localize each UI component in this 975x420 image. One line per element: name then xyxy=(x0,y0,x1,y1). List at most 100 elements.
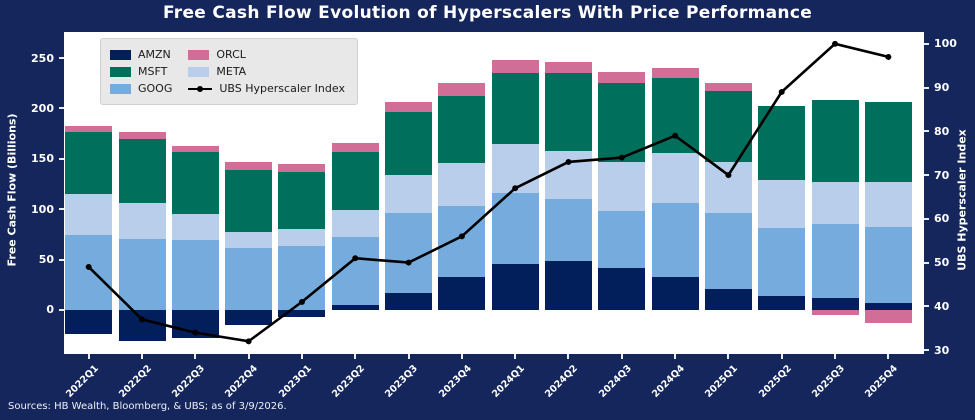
bar-segment-amzn-2024Q1 xyxy=(491,263,539,310)
tick-mark xyxy=(834,354,837,359)
bar-segment-amzn-2022Q2 xyxy=(118,309,166,342)
bar-segment-amzn-2024Q3 xyxy=(598,267,646,310)
x-axis-tick-2025Q2: 2025Q2 xyxy=(756,363,794,400)
x-axis-tick-2024Q3: 2024Q3 xyxy=(596,363,634,400)
tick-mark xyxy=(567,354,570,359)
x-axis-tick-2024Q1: 2024Q1 xyxy=(490,363,527,400)
bar-segment-msft-2025Q1 xyxy=(704,91,752,162)
x-axis-tick-2022Q4: 2022Q4 xyxy=(223,363,261,400)
left-axis-tick-100: 100 xyxy=(31,202,54,216)
legend-entry-msft: MSFT xyxy=(110,65,172,78)
bar-segment-msft-2025Q4 xyxy=(864,102,912,182)
bar-segment-amzn-2023Q2 xyxy=(331,304,379,310)
x-axis-tick-2023Q4: 2023Q4 xyxy=(436,363,474,400)
tick-mark xyxy=(300,354,303,359)
right-axis-tick-50: 50 xyxy=(934,256,950,270)
right-axis-tick-90: 90 xyxy=(934,81,950,95)
bar-segment-amzn-2022Q4 xyxy=(225,309,273,326)
x-axis-tick-2022Q3: 2022Q3 xyxy=(170,363,208,400)
x-axis-tick-2024Q2: 2024Q2 xyxy=(543,363,581,400)
tick-mark xyxy=(59,258,64,261)
tick-mark xyxy=(924,261,929,264)
bar-segment-orcl-2024Q2 xyxy=(544,62,592,74)
right-axis-tick-60: 60 xyxy=(934,212,950,226)
right-axis-tick-30: 30 xyxy=(934,343,950,357)
tick-mark xyxy=(354,354,357,359)
right-axis-tick-40: 40 xyxy=(934,299,950,313)
bar-segment-meta-2025Q2 xyxy=(758,179,806,229)
orcl-swatch-icon xyxy=(188,49,210,60)
legend-label: UBS Hyperscaler Index xyxy=(219,82,345,95)
bar-segment-msft-2024Q4 xyxy=(651,78,699,153)
bar-segment-goog-2023Q1 xyxy=(278,246,326,310)
bar-segment-msft-2025Q3 xyxy=(811,100,859,182)
bar-segment-goog-2025Q4 xyxy=(864,227,912,303)
bar-segment-amzn-2022Q1 xyxy=(65,309,113,335)
index-line-icon xyxy=(188,84,213,94)
legend-label: ORCL xyxy=(216,48,246,61)
bar-segment-meta-2025Q1 xyxy=(704,161,752,214)
tick-mark xyxy=(924,130,929,133)
bar-segment-orcl-2025Q1 xyxy=(704,83,752,92)
tick-mark xyxy=(194,354,197,359)
x-axis-tick-2023Q2: 2023Q2 xyxy=(330,363,368,400)
bar-segment-meta-2024Q2 xyxy=(544,150,592,200)
tick-mark xyxy=(59,308,64,311)
bar-segment-msft-2024Q1 xyxy=(491,73,539,144)
bar-segment-goog-2025Q3 xyxy=(811,224,859,298)
bar-segment-meta-2025Q4 xyxy=(864,181,912,228)
x-axis-tick-2025Q1: 2025Q1 xyxy=(703,363,741,400)
bar-segment-amzn-2023Q4 xyxy=(438,276,486,310)
bar-segment-meta-2024Q1 xyxy=(491,143,539,194)
legend-label: GOOG xyxy=(138,82,173,95)
right-axis-tick-100: 100 xyxy=(934,37,957,51)
bar-segment-goog-2025Q1 xyxy=(704,213,752,289)
bar-segment-meta-2022Q2 xyxy=(118,203,166,240)
bar-segment-goog-2022Q1 xyxy=(65,235,113,310)
source-note: Sources: HB Wealth, Bloomberg, & UBS; as… xyxy=(8,401,287,412)
tick-mark xyxy=(59,157,64,160)
ubs-index-point-2022Q4 xyxy=(245,338,252,345)
bar-segment-orcl-2022Q1 xyxy=(65,125,113,132)
bar-segment-goog-2022Q3 xyxy=(171,240,219,310)
left-axis-tick-250: 250 xyxy=(31,51,54,65)
bar-segment-msft-2022Q1 xyxy=(65,131,113,195)
chart-title: Free Cash Flow Evolution of Hyperscalers… xyxy=(162,3,813,23)
legend-entry-orcl: ORCL xyxy=(188,48,345,61)
bar-segment-msft-2023Q1 xyxy=(278,171,326,230)
right-axis-tick-70: 70 xyxy=(934,168,950,182)
bar-segment-orcl-2022Q4 xyxy=(225,161,273,170)
tick-mark xyxy=(59,208,64,211)
bar-segment-msft-2024Q3 xyxy=(598,83,646,162)
bar-segment-goog-2024Q1 xyxy=(491,193,539,264)
bar-segment-goog-2024Q3 xyxy=(598,211,646,268)
meta-swatch-icon xyxy=(188,66,210,77)
bar-segment-msft-2025Q2 xyxy=(758,106,806,180)
legend-entry-meta: META xyxy=(188,65,345,78)
bar-segment-goog-2023Q3 xyxy=(385,213,433,293)
tick-mark xyxy=(924,349,929,352)
bar-segment-amzn-2025Q1 xyxy=(704,288,752,310)
ubs-index-point-2025Q2 xyxy=(778,88,785,95)
bar-segment-orcl-2024Q1 xyxy=(491,60,539,74)
legend-label: AMZN xyxy=(138,48,171,61)
legend-entry-goog: GOOG xyxy=(110,82,172,95)
tick-mark xyxy=(620,354,623,359)
bar-segment-msft-2023Q2 xyxy=(331,151,379,211)
plot-area: AMZN MSFT GOOG ORCL META UBS Hyperscaler Inde… xyxy=(64,32,924,354)
bar-segment-msft-2023Q4 xyxy=(438,96,486,163)
tick-mark xyxy=(247,354,250,359)
tick-mark xyxy=(780,354,783,359)
bar-segment-goog-2024Q2 xyxy=(544,199,592,261)
bar-segment-goog-2024Q4 xyxy=(651,203,699,277)
bar-segment-orcl-2024Q3 xyxy=(598,72,646,84)
legend-label: MSFT xyxy=(138,65,168,78)
bar-segment-orcl-2025Q3 xyxy=(811,309,859,315)
bar-segment-orcl-2023Q3 xyxy=(385,102,433,113)
left-axis-title: Free Cash Flow (Billions) xyxy=(5,113,19,267)
bar-segment-msft-2022Q2 xyxy=(118,138,166,204)
x-axis-tick-2024Q4: 2024Q4 xyxy=(650,363,687,400)
ubs-index-point-2025Q4 xyxy=(885,53,892,60)
amzn-swatch-icon xyxy=(110,49,131,60)
